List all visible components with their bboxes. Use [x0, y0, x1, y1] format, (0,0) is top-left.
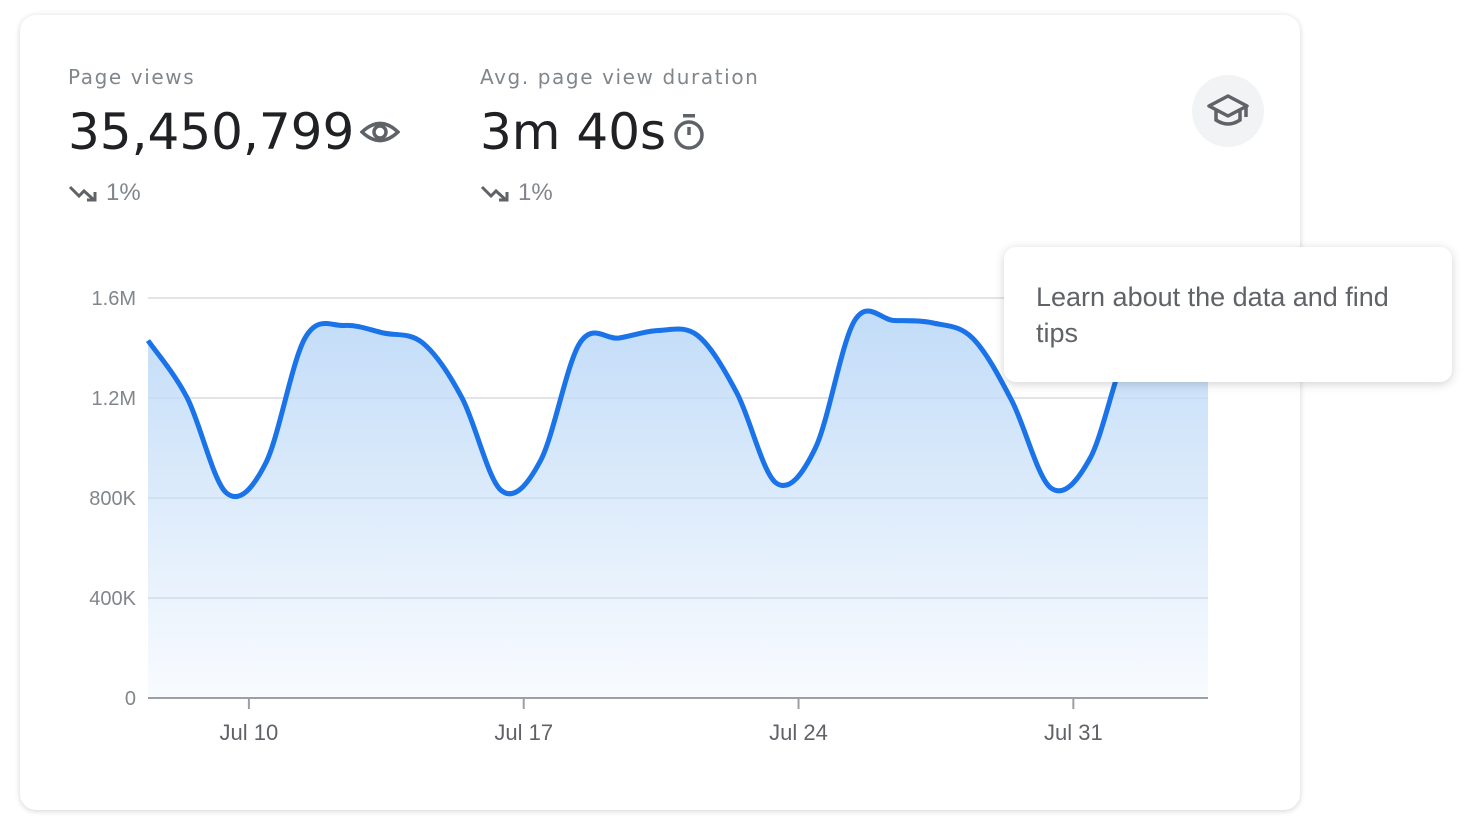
trending-down-icon [480, 185, 509, 202]
tooltip: Learn about the data and find tips [1004, 247, 1452, 382]
series-line [145, 308, 1209, 500]
graduation-cap-icon [1207, 94, 1249, 126]
metric-label: Page views [68, 65, 196, 89]
y-tick-label: 0 [125, 688, 136, 710]
metric-label: Avg. page view duration [480, 65, 760, 89]
eye-icon [360, 121, 401, 143]
area-fill [148, 310, 1208, 698]
metric-change: 1% [106, 179, 141, 206]
trending-down-icon [68, 185, 97, 202]
metric-value: 3m 40s [480, 103, 667, 161]
x-tick-label: Jul 24 [769, 720, 828, 745]
metric-page-views[interactable]: Page views 35,450,799 1% [68, 65, 401, 207]
x-tick-label: Jul 10 [220, 720, 279, 745]
y-tick-label: 1.6M [92, 288, 136, 310]
y-tick-label: 1.2M [92, 388, 136, 410]
metric-avg-duration[interactable]: Avg. page view duration 3m 40s 1% [480, 65, 759, 207]
timer-icon [674, 114, 704, 150]
y-tick-label: 800K [89, 488, 136, 510]
x-tick-label: Jul 17 [494, 720, 553, 745]
tooltip-text: Learn about the data and find tips [1036, 282, 1389, 348]
y-tick-label: 400K [89, 588, 136, 610]
learn-button[interactable] [1192, 75, 1264, 147]
metric-change: 1% [518, 179, 553, 206]
x-tick-label: Jul 31 [1044, 720, 1103, 745]
metric-value: 35,450,799 [68, 103, 355, 161]
